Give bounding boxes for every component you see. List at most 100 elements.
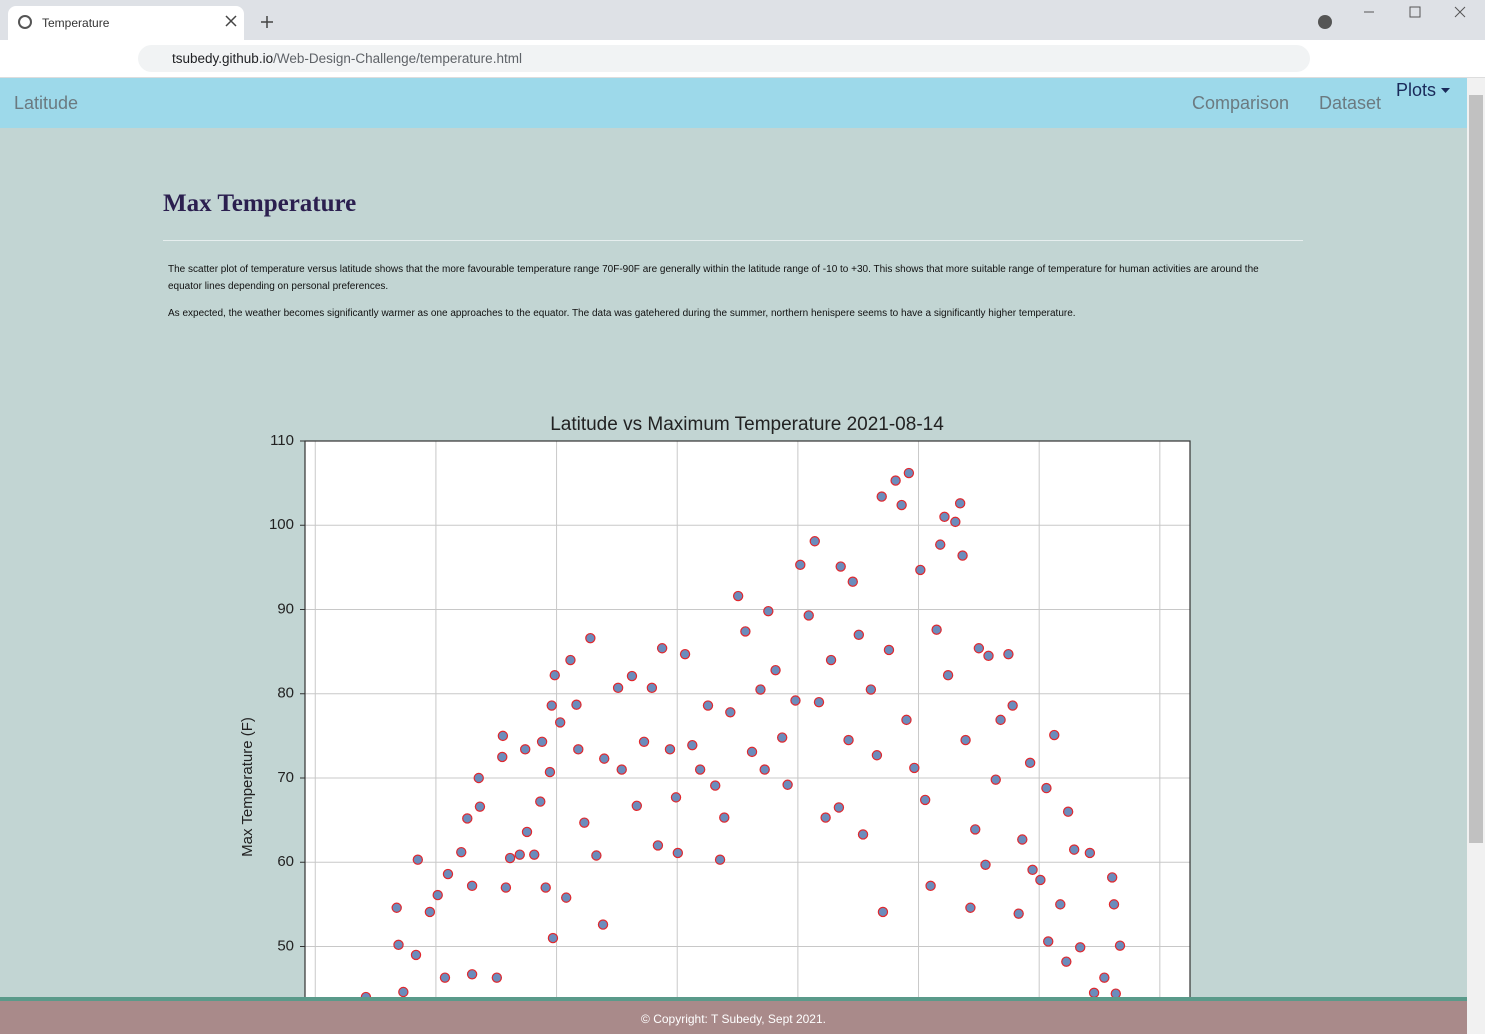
point bbox=[973, 643, 985, 654]
point bbox=[1068, 844, 1080, 855]
favicon bbox=[18, 15, 32, 29]
point bbox=[424, 906, 436, 918]
point bbox=[843, 734, 854, 746]
point bbox=[579, 817, 590, 828]
close-tab[interactable] bbox=[225, 15, 237, 27]
point bbox=[710, 780, 721, 791]
scrollbar-thumb[interactable] bbox=[1469, 95, 1483, 843]
nav-link[interactable]: Dataset bbox=[1319, 93, 1382, 113]
point bbox=[679, 648, 691, 660]
point bbox=[890, 475, 901, 486]
point bbox=[535, 796, 546, 807]
point bbox=[995, 714, 1006, 726]
point bbox=[504, 852, 516, 864]
point bbox=[740, 626, 751, 637]
point bbox=[1027, 864, 1038, 876]
point bbox=[474, 801, 486, 812]
footer-border bbox=[0, 997, 1467, 1001]
point bbox=[456, 846, 467, 858]
y-tick-label: 70 bbox=[277, 769, 294, 786]
point bbox=[871, 750, 883, 761]
point bbox=[514, 849, 525, 860]
profile-menu[interactable] bbox=[1318, 15, 1332, 29]
point bbox=[853, 629, 865, 640]
point bbox=[782, 779, 793, 790]
point bbox=[883, 644, 895, 656]
window-controls[interactable] bbox=[1364, 6, 1466, 18]
point bbox=[466, 969, 478, 980]
url-host: tsubedy.github.io bbox=[172, 51, 274, 66]
point bbox=[462, 813, 473, 824]
point bbox=[847, 576, 858, 587]
point bbox=[521, 826, 533, 838]
nav-brand[interactable]: Latitude bbox=[14, 93, 79, 113]
point bbox=[763, 605, 774, 617]
point bbox=[770, 664, 781, 676]
point bbox=[957, 550, 968, 561]
point bbox=[825, 654, 837, 666]
point bbox=[1108, 899, 1120, 910]
paragraph: As expected, the weather becomes signifi… bbox=[168, 308, 1076, 319]
point bbox=[646, 682, 658, 694]
point bbox=[965, 902, 976, 913]
point bbox=[473, 772, 484, 784]
point bbox=[983, 650, 994, 662]
point bbox=[795, 559, 806, 571]
point bbox=[939, 511, 950, 523]
point bbox=[857, 829, 869, 840]
point bbox=[835, 561, 846, 572]
point bbox=[652, 840, 664, 851]
nav-link[interactable]: Comparison bbox=[1192, 93, 1290, 113]
point bbox=[612, 682, 624, 694]
point bbox=[544, 766, 556, 778]
point bbox=[599, 753, 610, 764]
point bbox=[935, 539, 946, 550]
point bbox=[616, 764, 627, 775]
point bbox=[1043, 936, 1054, 947]
point bbox=[919, 794, 931, 806]
point bbox=[950, 516, 961, 528]
point bbox=[1114, 940, 1126, 951]
point bbox=[980, 859, 991, 870]
footer: © Copyright: T Subedy, Sept 2021. bbox=[0, 1001, 1467, 1034]
point bbox=[909, 762, 920, 774]
nav-dropdown[interactable]: Plots bbox=[1396, 80, 1437, 100]
new-tab[interactable] bbox=[261, 16, 273, 28]
omnibox[interactable] bbox=[138, 45, 1310, 72]
point bbox=[638, 736, 650, 747]
point bbox=[1106, 872, 1118, 883]
point bbox=[702, 700, 714, 711]
caret bbox=[1441, 88, 1450, 93]
url[interactable]: tsubedy.github.io/Web-Design-Challenge/t… bbox=[172, 51, 522, 66]
point bbox=[896, 499, 907, 511]
point bbox=[393, 939, 404, 951]
point bbox=[561, 892, 572, 903]
point bbox=[573, 744, 584, 755]
point bbox=[497, 730, 509, 742]
y-tick-label: 80 bbox=[277, 685, 294, 702]
point bbox=[1035, 874, 1046, 886]
point bbox=[1055, 899, 1066, 910]
tab[interactable] bbox=[8, 6, 244, 40]
point bbox=[519, 744, 531, 755]
point bbox=[1041, 782, 1052, 794]
point bbox=[536, 736, 548, 747]
paragraph: The scatter plot of temperature versus l… bbox=[168, 264, 1259, 292]
point bbox=[626, 670, 638, 682]
point bbox=[546, 700, 557, 711]
point bbox=[809, 536, 820, 547]
point bbox=[1075, 942, 1086, 953]
plot-area bbox=[305, 441, 1190, 1034]
point bbox=[497, 751, 508, 763]
point bbox=[412, 854, 424, 865]
point bbox=[803, 610, 814, 621]
point bbox=[410, 949, 422, 961]
point bbox=[1062, 806, 1074, 817]
y-tick-label: 50 bbox=[277, 937, 294, 954]
divider bbox=[163, 240, 1303, 241]
point bbox=[591, 850, 602, 861]
point bbox=[759, 764, 770, 775]
point bbox=[491, 972, 503, 983]
